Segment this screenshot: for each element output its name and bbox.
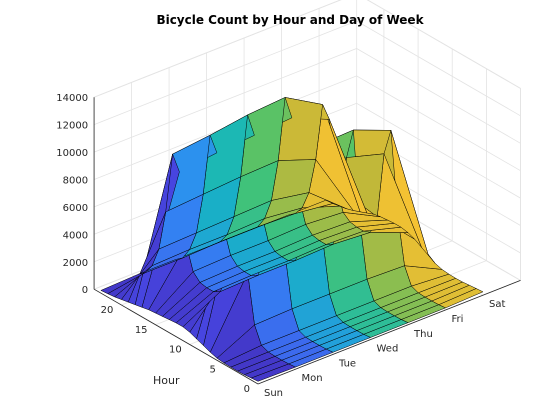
z-grid-line — [93, 0, 521, 98]
z-tick-label: 4000 — [63, 230, 88, 241]
y-tick-label: 5 — [209, 364, 215, 375]
y-tick-label: 20 — [101, 305, 114, 316]
z-grid-line — [93, 20, 521, 125]
z-tick-label: 6000 — [63, 203, 88, 214]
tick-labels: 0 2000 4000 6000 8000 10000 12000 14000 Sun Mon Tu… — [56, 93, 505, 399]
x-tick-label: Sun — [264, 388, 283, 399]
x-tick-label: Tue — [338, 358, 356, 369]
z-grid-line — [93, 48, 521, 153]
y-tick-label: 10 — [169, 345, 182, 356]
x-tick-label: Wed — [377, 344, 399, 355]
chart-title: Bicycle Count by Hour and Day of Week — [156, 13, 424, 27]
y-axis-line — [93, 288, 259, 385]
x-tick-label: Mon — [302, 373, 323, 384]
z-tick-label: 0 — [82, 285, 88, 296]
surface-patch — [100, 272, 146, 294]
x-tick-label: Sat — [489, 299, 505, 310]
x-tick-label: Thu — [413, 329, 433, 340]
z-tick-label: 14000 — [56, 93, 88, 104]
z-tick-label: 8000 — [63, 175, 88, 186]
y-tick-label: 0 — [244, 384, 250, 395]
z-tick-label: 2000 — [63, 258, 88, 269]
z-grid-line — [93, 75, 521, 180]
surface-mesh — [100, 97, 484, 382]
y-axis-label: Hour — [153, 374, 180, 387]
z-tick-label: 12000 — [56, 121, 88, 132]
x-tick-label: Fri — [452, 314, 464, 325]
y-tick-label: 15 — [135, 325, 148, 336]
x-axis-line — [257, 280, 521, 385]
z-tick-label: 10000 — [56, 148, 88, 159]
